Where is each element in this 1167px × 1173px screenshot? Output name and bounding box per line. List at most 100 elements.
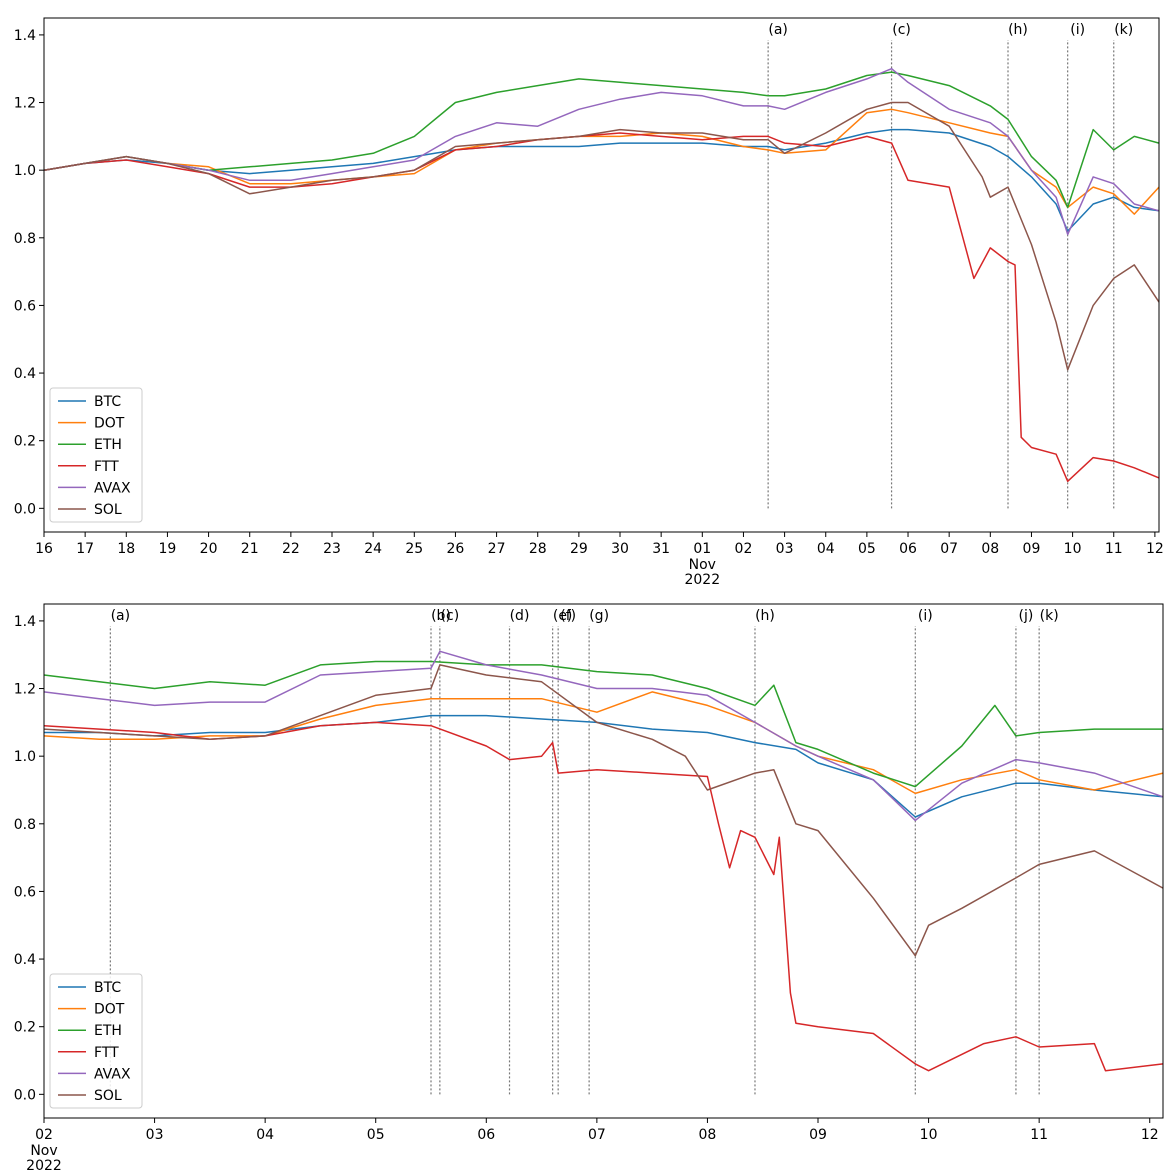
series-line-ftt bbox=[43, 721, 1164, 1072]
x-tick-label: 08 bbox=[981, 541, 999, 557]
event-label: (k) bbox=[1114, 22, 1133, 38]
x-tick-sublabel: Nov bbox=[30, 1143, 57, 1159]
y-tick-label: 1.0 bbox=[14, 749, 36, 765]
legend-label-eth: ETH bbox=[94, 1023, 122, 1039]
x-tick-label: 26 bbox=[447, 541, 465, 557]
event-label: (j) bbox=[1019, 608, 1034, 624]
x-tick-label: 07 bbox=[588, 1127, 606, 1143]
y-tick-label: 0.4 bbox=[14, 366, 36, 382]
y-tick-label: 0.0 bbox=[14, 501, 36, 517]
series-line-avax bbox=[43, 67, 1160, 236]
x-tick-label: 09 bbox=[809, 1127, 827, 1143]
x-tick-label: 12 bbox=[1141, 1127, 1159, 1143]
y-tick-label: 0.8 bbox=[14, 231, 36, 247]
top-chart-panel: (a) (c) (h) (i) (k) 0.0 0.2 0.4 0.6 0.8 1.0 1.2 1.4 1… bbox=[14, 17, 1164, 588]
y-tick-label: 0.0 bbox=[14, 1087, 36, 1103]
x-tick-label: 06 bbox=[899, 541, 917, 557]
x-tick-label: 20 bbox=[200, 541, 218, 557]
event-label: (e) bbox=[553, 608, 573, 624]
x-tick-label: 22 bbox=[282, 541, 300, 557]
x-tick-label: 11 bbox=[1030, 1127, 1048, 1143]
y-tick-label: 1.4 bbox=[14, 614, 36, 630]
x-tick-label: 23 bbox=[323, 541, 341, 557]
bottom-chart-panel: (a) (b)(c) (d) (e)(f) (g) (h) (i) (j) (k) 0.0 0.2 0… bbox=[14, 603, 1164, 1173]
event-label: (f) bbox=[560, 608, 576, 624]
x-tick-label: 29 bbox=[570, 541, 588, 557]
x-tick-label: 31 bbox=[652, 541, 670, 557]
event-label: (h) bbox=[1008, 22, 1028, 38]
y-tick-label: 0.8 bbox=[14, 817, 36, 833]
y-tick-label: 0.6 bbox=[14, 298, 36, 314]
legend-label-sol: SOL bbox=[94, 1088, 122, 1104]
series-line-eth bbox=[43, 660, 1163, 788]
x-tick-label: 10 bbox=[920, 1127, 938, 1143]
x-tick-label: 02 bbox=[35, 1127, 53, 1143]
event-label: (b) bbox=[431, 608, 451, 624]
plot-frame bbox=[43, 603, 1164, 1119]
series-line-avax bbox=[43, 650, 1164, 822]
x-tick-label: 02 bbox=[735, 541, 753, 557]
x-tick-label: 03 bbox=[776, 541, 794, 557]
legend-label-avax: AVAX bbox=[94, 480, 131, 496]
series-line-btc bbox=[44, 714, 1164, 818]
y-tick-label: 0.6 bbox=[14, 884, 36, 900]
x-tick-label: 08 bbox=[699, 1127, 717, 1143]
x-tick-label: 11 bbox=[1105, 541, 1123, 557]
legend-label-btc: BTC bbox=[94, 980, 121, 996]
x-tick-sublabel: Nov bbox=[689, 557, 716, 573]
series-line-ftt bbox=[43, 132, 1160, 483]
series-line-dot bbox=[43, 108, 1160, 215]
x-tick-label: 27 bbox=[488, 541, 506, 557]
x-tick-label: 28 bbox=[529, 541, 547, 557]
series-line-dot bbox=[43, 691, 1164, 795]
series-line-sol bbox=[43, 664, 1164, 957]
y-tick-label: 0.4 bbox=[14, 952, 36, 968]
event-label: (k) bbox=[1040, 608, 1059, 624]
legend-label-avax: AVAX bbox=[94, 1066, 131, 1082]
y-tick-label: 0.2 bbox=[14, 434, 36, 450]
x-tick-label: 18 bbox=[117, 541, 135, 557]
x-tick-label: 06 bbox=[477, 1127, 495, 1143]
x-tick-label: 10 bbox=[1064, 541, 1082, 557]
legend-label-dot: DOT bbox=[94, 1002, 125, 1018]
y-tick-label: 1.2 bbox=[14, 96, 36, 112]
event-label: (c) bbox=[892, 22, 911, 38]
event-label: (d) bbox=[510, 608, 530, 624]
x-tick-label: 01 bbox=[693, 541, 711, 557]
legend-label-dot: DOT bbox=[94, 416, 125, 432]
event-label: (i) bbox=[1070, 22, 1085, 38]
series-line-btc bbox=[43, 128, 1160, 232]
y-tick-label: 1.0 bbox=[14, 163, 36, 179]
x-tick-label: 21 bbox=[241, 541, 259, 557]
x-tick-label: 30 bbox=[611, 541, 629, 557]
legend-box bbox=[49, 973, 143, 1109]
x-tick-label: 12 bbox=[1146, 541, 1164, 557]
x-tick-label: 25 bbox=[405, 541, 423, 557]
event-label: (h) bbox=[755, 608, 775, 624]
x-tick-label: 04 bbox=[256, 1127, 274, 1143]
x-tick-label: 04 bbox=[817, 541, 835, 557]
x-tick-label: 03 bbox=[146, 1127, 164, 1143]
event-label: (c) bbox=[441, 608, 460, 624]
x-tick-label: 09 bbox=[1023, 541, 1041, 557]
legend-label-ftt: FTT bbox=[94, 459, 119, 475]
plot-frame bbox=[43, 17, 1160, 533]
y-tick-label: 0.2 bbox=[14, 1020, 36, 1036]
legend-box bbox=[49, 387, 143, 523]
legend-label-eth: ETH bbox=[94, 437, 122, 453]
legend-label-btc: BTC bbox=[94, 394, 121, 410]
x-tick-label: 05 bbox=[858, 541, 876, 557]
series-line-sol bbox=[43, 101, 1160, 371]
x-tick-label: 17 bbox=[76, 541, 94, 557]
x-tick-label: 16 bbox=[35, 541, 53, 557]
y-tick-label: 1.2 bbox=[14, 682, 36, 698]
x-tick-label: 07 bbox=[940, 541, 958, 557]
event-label: (a) bbox=[111, 608, 131, 624]
event-label: (g) bbox=[589, 608, 609, 624]
series-line-eth bbox=[43, 71, 1160, 209]
event-label: (a) bbox=[768, 22, 788, 38]
y-tick-label: 1.4 bbox=[14, 28, 36, 44]
legend-label-ftt: FTT bbox=[94, 1045, 119, 1061]
legend-label-sol: SOL bbox=[94, 502, 122, 518]
